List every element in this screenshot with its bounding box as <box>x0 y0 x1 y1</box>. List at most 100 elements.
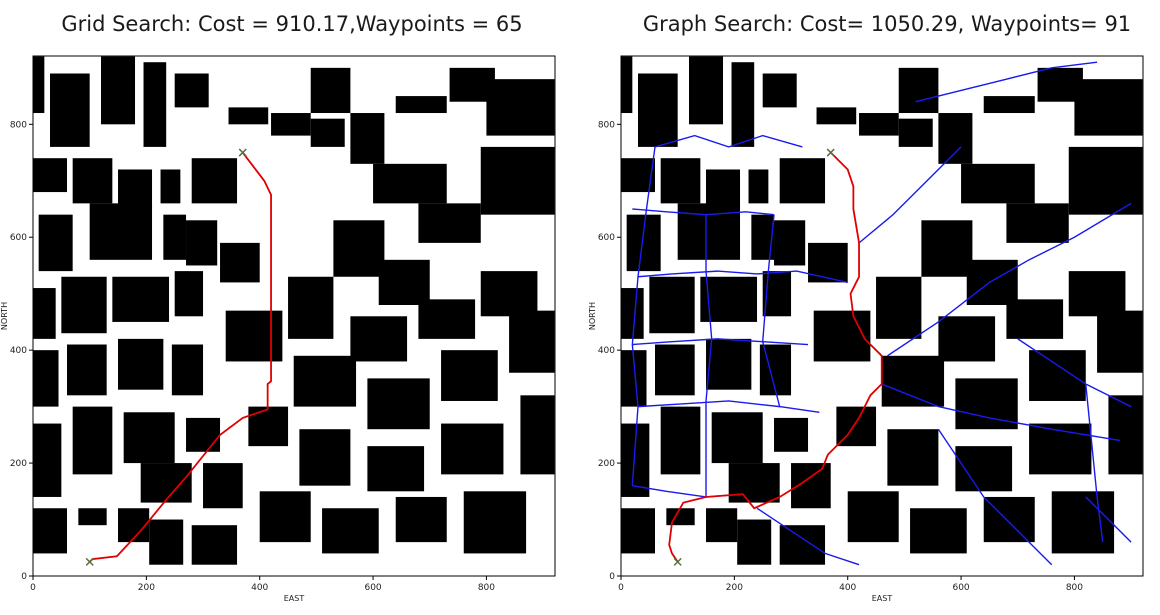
obstacle-block <box>660 158 701 204</box>
obstacle-block <box>480 271 538 317</box>
obstacle-block <box>779 525 826 565</box>
obstacle-block <box>1051 491 1115 554</box>
obstacle-block <box>310 67 351 114</box>
obstacle-block <box>163 214 187 260</box>
obstacle-block <box>1006 203 1069 243</box>
obstacle-block <box>33 423 62 497</box>
obstacle-block <box>887 429 939 486</box>
x-axis-label: EAST <box>872 594 893 603</box>
obstacle-block <box>367 446 425 492</box>
obstacle-block <box>203 463 243 509</box>
graph-edge <box>761 214 781 407</box>
obstacle-block <box>463 491 527 554</box>
obstacle-block <box>1068 146 1143 215</box>
obstacle-block <box>621 423 650 497</box>
y-tick-label: 800 <box>10 120 27 130</box>
x-tick-label: 200 <box>726 583 743 593</box>
obstacle-block <box>966 259 1018 305</box>
obstacle-block <box>1097 310 1143 373</box>
obstacle-block <box>350 316 408 362</box>
obstacle-block <box>299 429 351 486</box>
y-tick-label: 0 <box>21 572 27 582</box>
obstacle-block <box>655 344 695 396</box>
obstacle-block <box>898 118 933 147</box>
graph-edge <box>1017 338 1132 408</box>
obstacle-block <box>140 463 192 503</box>
obstacles <box>33 56 555 565</box>
chart-title-graph-search: Graph Search: Cost= 1050.29, Waypoints= … <box>642 12 1132 36</box>
panel-1: 0 200 400 600 800 0 200 400 600 800 EAST NORTH <box>588 55 1144 603</box>
obstacle-block <box>621 56 633 114</box>
obstacle-block <box>921 220 973 277</box>
obstacle-block <box>751 214 775 260</box>
x-tick-label: 400 <box>839 583 856 593</box>
obstacle-block <box>1037 67 1083 102</box>
obstacle-block <box>191 158 238 204</box>
obstacle-block <box>1074 79 1143 136</box>
goal-marker <box>238 148 247 157</box>
y-tick-label: 200 <box>10 459 27 469</box>
obstacle-block <box>220 242 260 283</box>
obstacle-block <box>737 519 772 565</box>
x-tick-label: 600 <box>364 583 381 593</box>
obstacle-block <box>677 203 741 260</box>
x-tick-label: 800 <box>1066 583 1083 593</box>
obstacle-block <box>955 446 1013 492</box>
obstacle-block <box>293 355 357 407</box>
obstacle-block <box>61 276 107 334</box>
obstacle-block <box>89 203 153 260</box>
y-tick-label: 200 <box>598 459 615 469</box>
obstacle-block <box>621 288 644 339</box>
x-tick-label: 400 <box>251 583 268 593</box>
obstacle-block <box>118 169 153 210</box>
y-tick-label: 600 <box>598 233 615 243</box>
obstacle-block <box>774 417 809 452</box>
obstacle-block <box>350 113 385 164</box>
graph-edge <box>1085 496 1132 543</box>
obstacle-block <box>449 67 495 102</box>
obstacle-block <box>441 350 498 401</box>
obstacle-block <box>881 355 945 407</box>
obstacle-block <box>225 310 283 362</box>
obstacle-block <box>288 276 334 339</box>
obstacle-block <box>72 406 113 475</box>
obstacle-block <box>961 163 1035 204</box>
obstacle-block <box>33 56 45 114</box>
obstacle-block <box>72 158 113 204</box>
obstacle-block <box>666 508 695 526</box>
y-tick-label: 400 <box>10 346 27 356</box>
x-tick-label: 800 <box>478 583 495 593</box>
goal-marker <box>826 148 835 157</box>
obstacle-block <box>1029 350 1086 401</box>
obstacle-block <box>520 395 555 475</box>
y-tick-label: 800 <box>598 120 615 130</box>
obstacle-block <box>1029 423 1092 475</box>
y-tick-label: 0 <box>609 572 615 582</box>
x-axis-label: EAST <box>284 594 305 603</box>
graph-edge <box>937 428 1053 566</box>
obstacle-block <box>50 73 90 147</box>
obstacle-block <box>271 113 311 136</box>
obstacle-block <box>118 338 164 390</box>
obstacle-block <box>847 491 899 543</box>
obstacle-block <box>660 406 701 475</box>
graph-edges <box>631 61 1132 566</box>
obstacle-block <box>1006 299 1064 339</box>
obstacle-block <box>706 338 752 390</box>
obstacle-block <box>123 412 175 464</box>
obstacle-block <box>859 113 899 136</box>
obstacle-block <box>143 62 167 147</box>
graph-edge <box>637 270 848 284</box>
obstacle-block <box>248 406 289 447</box>
obstacle-block <box>322 508 379 554</box>
obstacle-block <box>441 423 504 475</box>
obstacle-block <box>983 96 1035 114</box>
obstacles <box>621 56 1143 565</box>
obstacle-block <box>711 412 763 464</box>
obstacle-block <box>762 73 797 108</box>
obstacle-block <box>689 56 724 125</box>
obstacle-block <box>101 56 136 125</box>
obstacle-block <box>395 496 447 543</box>
